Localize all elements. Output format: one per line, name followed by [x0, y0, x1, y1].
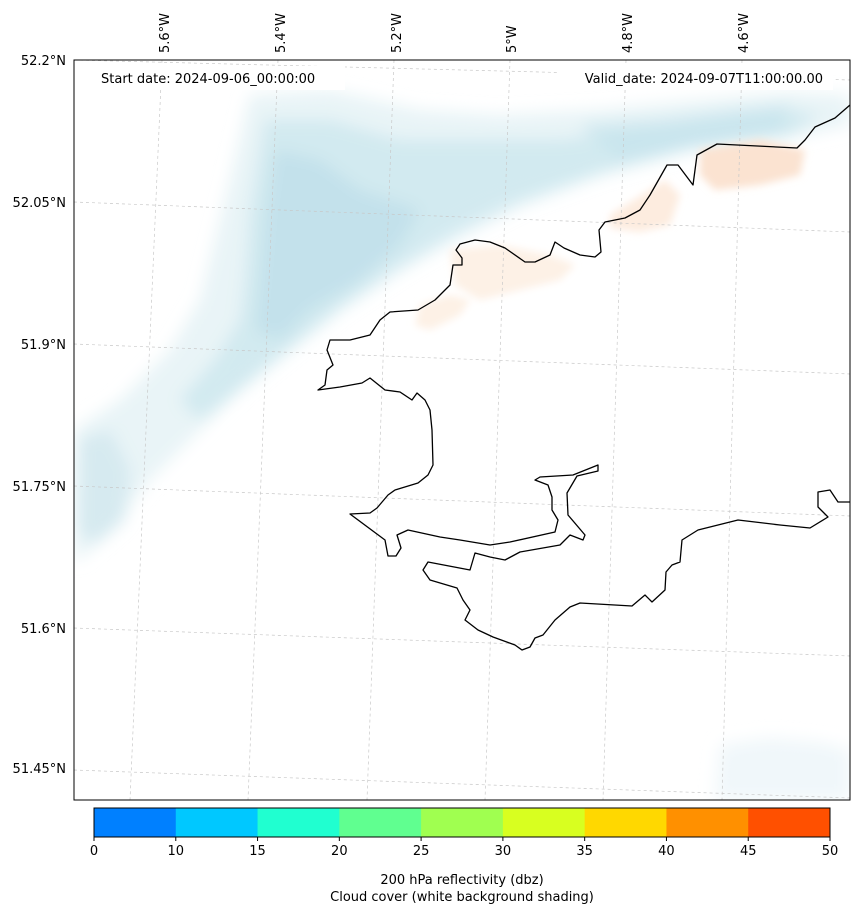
colorbar-title: 200 hPa reflectivity (dbz)	[380, 873, 543, 888]
colorbar-tick-label: 10	[168, 844, 185, 859]
colorbar-tick-label: 15	[249, 844, 266, 859]
lat-label: 51.75°N	[13, 480, 66, 495]
latitude-labels: 52.2°N 52.05°N 51.9°N 51.75°N 51.6°N 51.…	[13, 54, 66, 777]
colorbar-tick-label: 20	[331, 844, 348, 859]
colorbar-swatch	[748, 808, 831, 837]
valid-date-label: Valid_date: 2024-09-07T11:00:00.00	[585, 72, 823, 87]
colorbar-swatch	[257, 808, 340, 837]
map-frame	[73, 59, 851, 801]
lon-label: 5°W	[505, 25, 520, 53]
longitude-labels: 5.6°W 5.4°W 5.2°W 5°W 4.8°W 4.6°W	[158, 13, 752, 53]
lon-label: 4.6°W	[737, 13, 752, 53]
colorbar-frame	[93, 807, 831, 838]
colorbar-subtitle: Cloud cover (white background shading)	[330, 890, 594, 905]
lat-label: 51.9°N	[21, 338, 66, 353]
colorbar-tick-label: 50	[822, 844, 839, 859]
colorbar-tick-label: 35	[576, 844, 593, 859]
colorbar-swatch	[175, 808, 259, 837]
colorbar-swatch	[421, 808, 504, 837]
lat-label: 51.45°N	[13, 762, 66, 777]
lat-label: 52.2°N	[21, 54, 66, 69]
colorbar	[94, 808, 831, 837]
lon-label: 5.6°W	[158, 13, 173, 53]
lat-label: 51.6°N	[21, 622, 66, 637]
coastline	[317, 104, 850, 651]
colorbar-tick-label: 40	[658, 844, 675, 859]
lon-label: 5.4°W	[274, 13, 289, 53]
lon-label: 5.2°W	[390, 13, 405, 53]
colorbar-tick-label: 45	[740, 844, 757, 859]
cloud-cover-shading	[74, 90, 850, 800]
colorbar-tick-label: 0	[90, 844, 98, 859]
colorbar-swatch	[94, 808, 177, 837]
start-date-box	[90, 66, 345, 90]
colorbar-tick-label: 25	[413, 844, 430, 859]
valid-date-box	[558, 66, 833, 90]
start-date-label: Start date: 2024-09-06_00:00:00	[101, 72, 315, 87]
map-plot-area	[74, 60, 850, 800]
reflectivity-shading	[415, 140, 805, 330]
colorbar-ticks: 0 10 15 20 25 30 35 40 45 50	[90, 837, 838, 859]
colorbar-swatch	[584, 808, 667, 837]
colorbar-swatch	[339, 808, 422, 837]
colorbar-tick-label: 30	[495, 844, 512, 859]
colorbar-swatch	[666, 808, 749, 837]
lon-label: 4.8°W	[621, 13, 636, 53]
colorbar-swatch	[502, 808, 586, 837]
lat-label: 52.05°N	[13, 196, 66, 211]
